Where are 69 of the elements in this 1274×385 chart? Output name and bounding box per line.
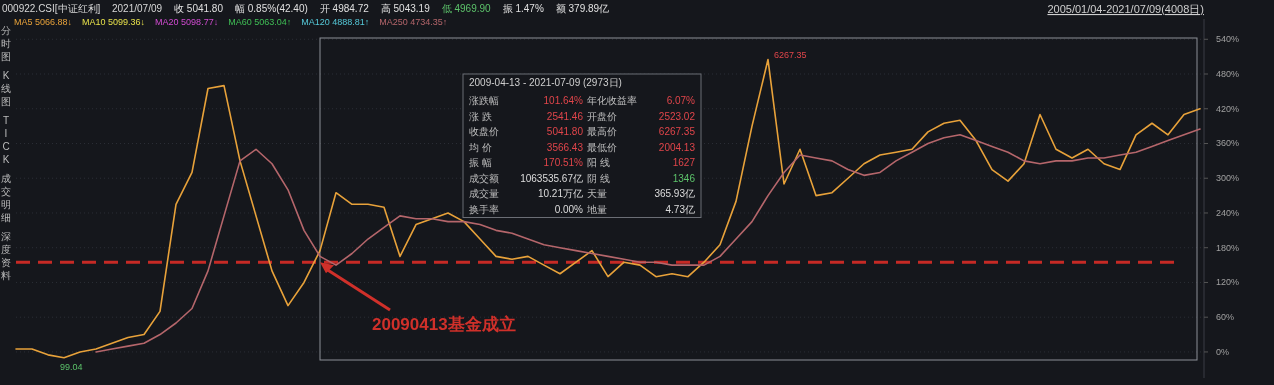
- text: 幅 0.85%(42.40): [235, 3, 308, 14]
- annotation: 1627: [672, 157, 696, 168]
- annotation: 4.73亿: [665, 203, 695, 215]
- annotation: 成交额: [469, 172, 499, 184]
- annotation: 涨跌幅: [469, 95, 499, 106]
- text: 2005/01/04-2021/07/09(4008日): [1047, 3, 1204, 15]
- text: TICK: [2, 115, 10, 165]
- annotation: 365.93亿: [654, 188, 695, 199]
- annotation: MA20 5098.77↓: [155, 17, 219, 27]
- annotation: 开盘价: [587, 110, 617, 122]
- annotation: 101.64%: [543, 95, 584, 106]
- y-tick-label: 540%: [1216, 34, 1240, 45]
- text: 低 4969.90: [441, 3, 492, 14]
- y-tick-label: 360%: [1216, 138, 1240, 149]
- y-tick-label: 0%: [1216, 346, 1230, 357]
- annotation: 2541.46: [546, 110, 584, 122]
- annotation: MA250 4734.35↑: [379, 17, 448, 27]
- line-series: [15, 58, 1201, 359]
- annotation: 99.04: [60, 361, 83, 372]
- annotation: 成交量: [469, 188, 499, 199]
- annotation: 1063535.67亿: [520, 172, 583, 184]
- y-tick-label: 420%: [1216, 103, 1240, 114]
- text: 高 5043.19: [380, 3, 431, 14]
- text: K线图: [1, 70, 11, 107]
- y-tick-label: 300%: [1216, 173, 1240, 184]
- text: 深度资料: [1, 231, 11, 281]
- text: 开 4984.72: [319, 3, 370, 14]
- annotation: 2009-04-13 - 2021-07-09 (2973日): [469, 77, 622, 88]
- annotation: 换手率: [469, 203, 499, 215]
- text: 额 379.89亿: [555, 3, 610, 14]
- annotation: 170.51%: [543, 157, 584, 168]
- annotation: 阴 线: [587, 172, 610, 184]
- annotation: 5041.80: [546, 126, 584, 137]
- annotation: 均 价: [468, 141, 492, 153]
- annotation: 收盘价: [469, 126, 499, 137]
- annotation: 振 幅: [469, 157, 492, 168]
- annotation: 2004.13: [658, 141, 696, 153]
- annotation: 6267.35: [774, 49, 807, 60]
- annotation: MA5 5066.88↓: [14, 17, 73, 27]
- annotation: 最低价: [587, 141, 617, 153]
- y-tick-label: 120%: [1216, 277, 1240, 288]
- line-series: [95, 128, 1201, 353]
- annotation: 10.21万亿: [537, 188, 583, 199]
- text: 振 1.47%: [502, 3, 544, 14]
- chart-title: 000922.CSI[中证红利]: [2, 3, 101, 14]
- annotation: 涨 跌: [469, 110, 492, 122]
- text: 分时图: [1, 25, 11, 62]
- y-tick-label: 180%: [1216, 242, 1240, 253]
- annotation: 6267.35: [658, 126, 696, 137]
- annotation: 1346: [672, 172, 696, 184]
- y-tick-label: 480%: [1216, 69, 1240, 80]
- annotation: 年化收益率: [587, 95, 637, 106]
- annotation: MA10 5099.36↓: [82, 17, 146, 27]
- annotation: 0.00%: [554, 203, 584, 215]
- text: 成交明细: [1, 173, 11, 223]
- annotation: 2523.02: [658, 110, 696, 122]
- annotation: MA120 4888.81↑: [301, 17, 370, 27]
- annotation: MA60 5063.04↑: [228, 17, 292, 27]
- annotation: 3566.43: [546, 141, 584, 153]
- text: 2021/07/09: [112, 3, 163, 14]
- annotation: 6.07%: [666, 95, 696, 106]
- y-tick-label: 240%: [1216, 207, 1240, 218]
- annotation: 阳 线: [587, 157, 610, 168]
- text: 收 5041.80: [174, 3, 224, 14]
- annotation: 地量: [586, 203, 607, 215]
- annotation: 20090413基金成立: [372, 315, 516, 334]
- annotation: 天量: [587, 188, 607, 199]
- y-tick-label: 60%: [1216, 312, 1235, 323]
- annotation: 最高价: [587, 126, 617, 137]
